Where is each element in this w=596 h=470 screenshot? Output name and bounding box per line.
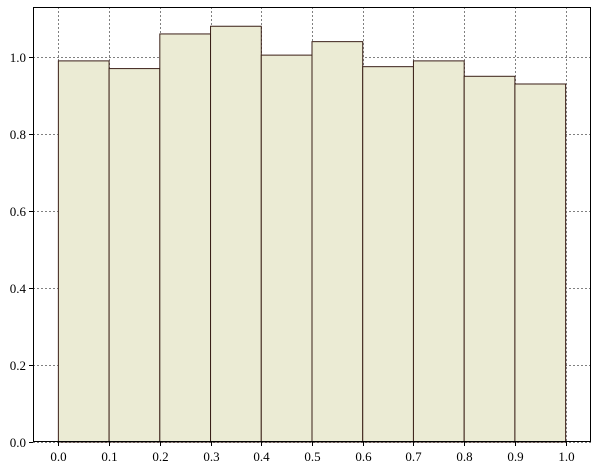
x-tick-label: 0.4 <box>253 449 270 464</box>
y-tick-label: 1.0 <box>10 50 26 65</box>
plot-frame <box>33 7 591 442</box>
y-tick-label: 0.0 <box>10 435 26 450</box>
x-tick-label: 0.3 <box>203 449 219 464</box>
histogram-bar <box>108 68 161 443</box>
x-tick-label: 0.0 <box>50 449 66 464</box>
histogram-bar <box>463 75 516 443</box>
histogram-bar <box>311 41 364 443</box>
x-tick-label: 0.5 <box>304 449 320 464</box>
y-tick-label: 0.6 <box>10 204 27 219</box>
x-tick-label: 0.8 <box>456 449 472 464</box>
histogram-bars <box>57 25 567 443</box>
x-tick-label: 0.1 <box>101 449 117 464</box>
y-tick-label: 0.8 <box>10 127 26 142</box>
y-axis: 0.0 0.2 0.4 0.6 0.8 1.0 <box>10 50 33 450</box>
histogram-bar <box>57 60 110 443</box>
x-tick-label: 0.9 <box>507 449 523 464</box>
x-tick-label: 0.2 <box>152 449 168 464</box>
x-tick-label: 0.6 <box>355 449 372 464</box>
histogram-bar <box>514 83 567 443</box>
x-tick-label: 1.0 <box>558 449 574 464</box>
histogram-bar <box>412 60 465 443</box>
x-tick-label: 0.7 <box>405 449 422 464</box>
histogram-bar <box>362 66 414 443</box>
y-tick-label: 0.2 <box>10 358 26 373</box>
histogram-bar <box>210 25 262 443</box>
y-tick-label: 0.4 <box>10 281 27 296</box>
histogram-bar <box>159 33 212 443</box>
histogram-bar <box>260 54 313 443</box>
x-axis: 0.0 0.1 0.2 0.3 0.4 0.5 0.6 0.7 0.8 0.9 1.0 <box>50 442 575 464</box>
